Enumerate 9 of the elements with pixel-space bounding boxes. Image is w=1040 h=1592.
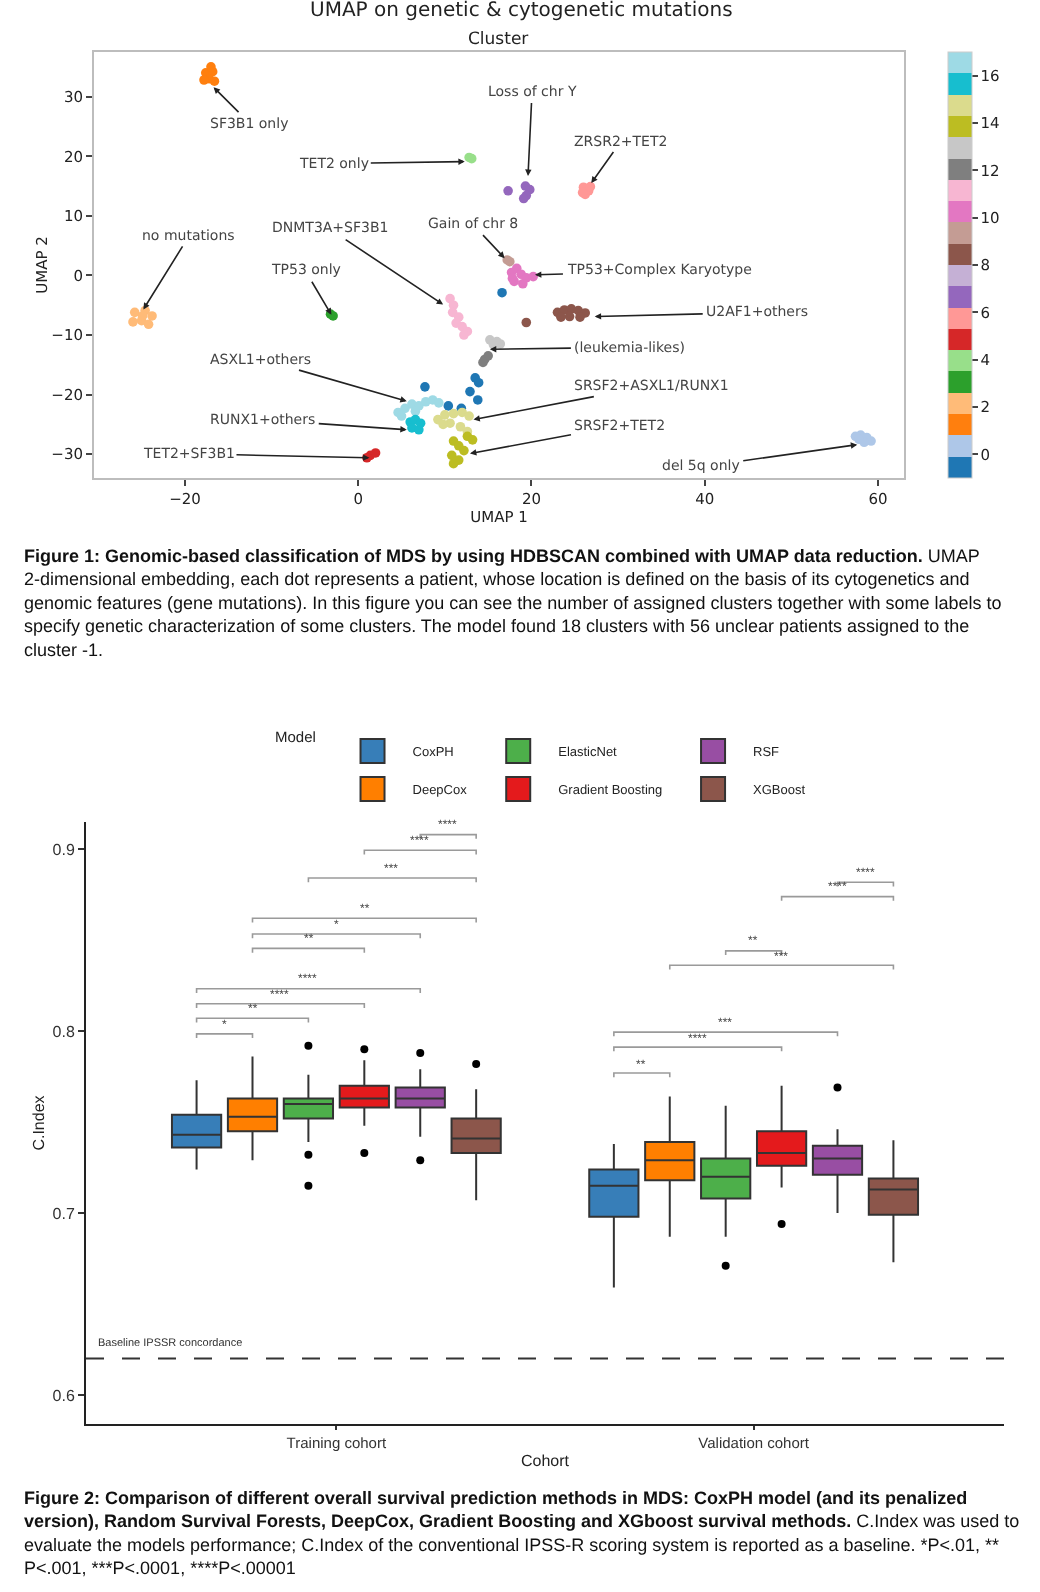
y-tick-label: 0.6: [52, 1386, 76, 1405]
chart-title: UMAP on genetic & cytogenetic mutations: [310, 0, 733, 22]
x-axis-title: Cohort: [520, 1452, 571, 1471]
y-axis-title: C.Index: [29, 1095, 48, 1151]
y-tick-label: 0.8: [52, 1022, 76, 1041]
y-tick-label: 0.7: [52, 1204, 76, 1223]
y-tick-label: 0.9: [52, 840, 76, 859]
caption: Figure 1: Genomic-based classification of MDS by using HDBSCAN combined with UMAP data reduction.: [24, 546, 923, 566]
chart-subtitle: Cluster: [468, 30, 530, 50]
